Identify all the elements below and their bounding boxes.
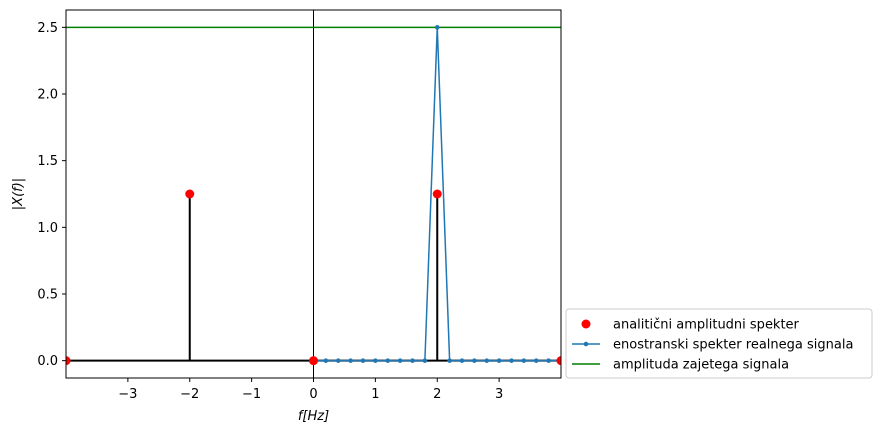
analytic-point: [556, 356, 561, 366]
x-tick-label: 2: [433, 387, 441, 402]
spectrum-point: [373, 358, 378, 363]
spectrum-point: [323, 358, 329, 363]
spectrum-point: [397, 358, 403, 363]
legend-marker-spectrum-dot: [583, 341, 589, 347]
spectrum-point: [385, 358, 391, 363]
legend-marker-analytic: [581, 319, 591, 329]
plot-content: [66, 10, 561, 378]
plot-clip-group: [66, 10, 561, 378]
spectrum-point: [348, 358, 353, 363]
spectrum-point: [546, 358, 551, 363]
x-tick-label: −3: [118, 387, 137, 402]
y-tick-label: 0.5: [37, 288, 58, 303]
x-axis-ticks: −3 −2 −1 0 1 2 3: [118, 378, 503, 402]
spectrum-point: [472, 358, 477, 363]
x-tick-label: −2: [180, 387, 199, 402]
spectrum-point: [410, 358, 415, 363]
legend-box: [565, 308, 873, 379]
legend-label: analitični amplitudni spekter: [613, 318, 800, 333]
spectrum-point: [447, 358, 452, 363]
analytic-point: [309, 356, 318, 366]
spectrum-point: [521, 358, 527, 363]
spectrum-point: [533, 358, 539, 363]
y-tick-label: 1.5: [37, 154, 58, 169]
x-tick-label: 1: [371, 387, 379, 402]
x-tick-label: 0: [309, 387, 317, 402]
legend-label: amplituda zajetega signala: [613, 358, 789, 373]
y-tick-label: 2.5: [37, 21, 58, 36]
y-tick-label: 1.0: [37, 221, 58, 236]
spectrum-point: [335, 358, 341, 363]
analytic-point: [432, 189, 442, 199]
spectrum-point: [459, 358, 465, 363]
spectrum-point: [422, 358, 428, 363]
spectrum-point: [509, 358, 514, 363]
x-tick-label: 3: [495, 387, 503, 402]
legend-label: enostranski spekter realnega signala: [613, 338, 853, 353]
y-axis-ticks: 0.0 0.5 1.0 1.5 2.0 2.5: [37, 21, 66, 369]
y-tick-label: 0.0: [37, 354, 58, 369]
spectrum-point: [434, 25, 440, 30]
spectrum-point: [496, 358, 502, 363]
spectrum-point: [484, 358, 490, 363]
analytic-point: [66, 356, 71, 366]
y-axis-label: |X(f)|: [11, 178, 26, 210]
x-tick-label: −1: [242, 387, 261, 402]
y-tick-label: 2.0: [37, 88, 58, 103]
legend: analitični amplitudni spekter enostranski…: [565, 308, 873, 379]
spectrum-point: [360, 358, 366, 363]
x-axis-label: f[Hz]: [298, 409, 329, 424]
analytic-point: [185, 189, 195, 199]
